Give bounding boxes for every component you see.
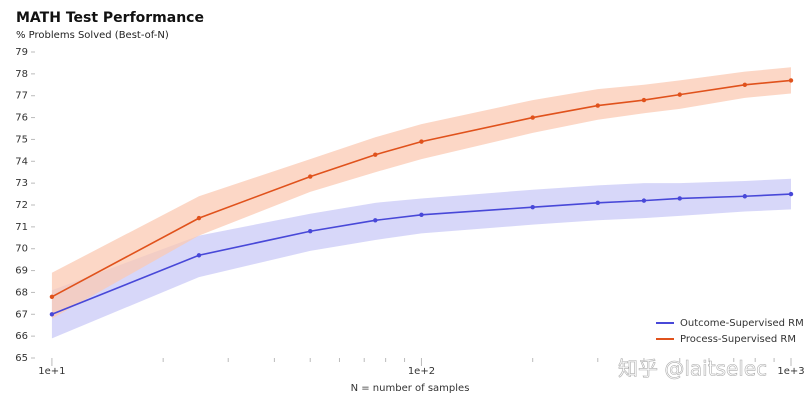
data-point	[530, 115, 535, 120]
data-point	[530, 204, 535, 210]
data-point	[742, 194, 748, 199]
chart-subtitle: % Problems Solved (Best-of-N)	[16, 30, 169, 41]
y-tick-label: 74	[15, 156, 28, 167]
data-point	[419, 139, 424, 144]
legend-label: Outcome-Supervised RM	[680, 318, 804, 329]
data-point	[742, 82, 748, 87]
y-tick-label: 69	[15, 266, 28, 277]
y-tick-label: 77	[15, 91, 28, 102]
y-tick-label: 75	[15, 134, 28, 145]
data-point	[196, 215, 202, 221]
data-point	[641, 97, 647, 103]
y-tick-label: 68	[15, 287, 28, 298]
chart-title: MATH Test Performance	[16, 10, 204, 26]
data-point	[308, 229, 313, 234]
data-point	[196, 253, 202, 258]
confidence-band	[51, 67, 791, 319]
x-tick-label: 1e+2	[408, 366, 435, 377]
data-point	[595, 200, 600, 206]
data-point	[677, 92, 682, 97]
confidence-band	[51, 178, 791, 339]
data-point	[677, 196, 682, 201]
data-point	[49, 312, 55, 317]
data-point	[373, 218, 378, 223]
y-tick-label: 79	[15, 47, 28, 58]
y-tick-label: 73	[15, 178, 28, 189]
data-point	[641, 198, 647, 203]
data-point	[419, 212, 424, 218]
data-point	[373, 152, 378, 157]
y-tick-label: 72	[15, 200, 28, 211]
data-point	[308, 174, 313, 179]
y-tick-label: 76	[15, 113, 28, 124]
data-point	[49, 294, 55, 299]
data-point	[788, 191, 794, 197]
y-tick-label: 66	[15, 331, 28, 342]
y-tick-label: 65	[15, 353, 28, 364]
legend-label: Process-Supervised RM	[680, 334, 796, 345]
x-tick-label: 1e+1	[38, 366, 65, 377]
data-point	[788, 78, 794, 83]
data-point	[595, 103, 600, 108]
x-tick-label: 1e+3	[777, 366, 804, 377]
watermark: 知乎 @laitselec	[618, 357, 767, 381]
y-tick-label: 67	[15, 309, 28, 320]
y-tick-label: 70	[15, 244, 28, 255]
x-axis-label: N = number of samples	[351, 383, 470, 394]
y-tick-label: 78	[15, 69, 28, 80]
y-tick-label: 71	[15, 222, 28, 233]
